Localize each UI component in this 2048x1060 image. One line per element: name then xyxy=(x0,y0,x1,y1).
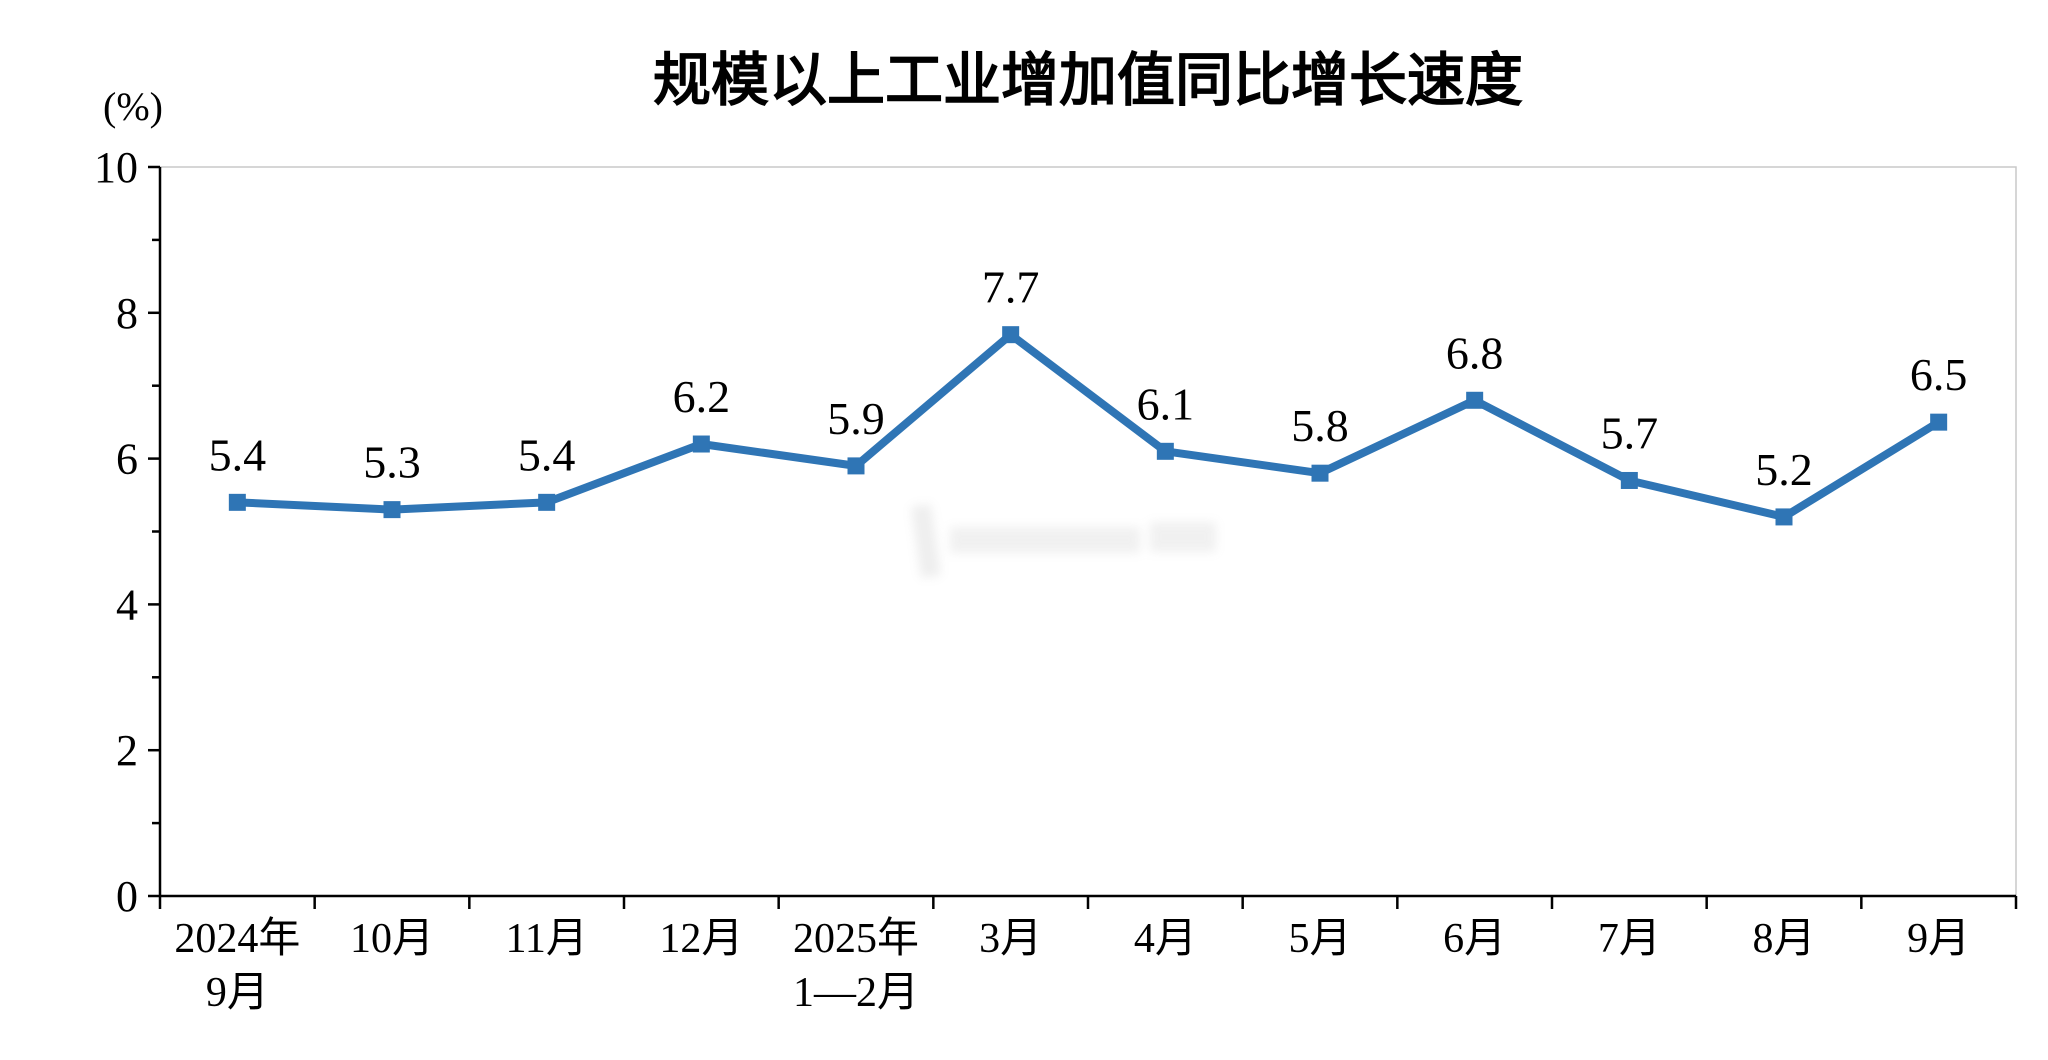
x-tick-label: 10月 xyxy=(350,916,434,962)
chart-title: 规模以上工业增加值同比增长速度 xyxy=(653,48,1523,113)
y-tick-label: 4 xyxy=(116,580,138,629)
data-point-label: 6.2 xyxy=(673,371,731,422)
data-point-label: 6.1 xyxy=(1137,378,1195,429)
data-point-marker xyxy=(1311,464,1329,482)
data-point-marker xyxy=(538,493,556,511)
y-tick-label: 0 xyxy=(116,872,138,921)
data-point-marker xyxy=(1620,471,1638,489)
data-point-label: 5.4 xyxy=(518,429,576,480)
x-tick-label: 7月 xyxy=(1598,916,1661,962)
x-tick-label: 2024年 xyxy=(174,915,300,962)
data-point-label: 5.8 xyxy=(1291,400,1349,451)
data-point-marker xyxy=(1775,508,1793,526)
x-tick-label-line2: 1—2月 xyxy=(793,970,919,1016)
data-point-label: 5.2 xyxy=(1755,444,1813,495)
x-tick-label: 4月 xyxy=(1134,916,1197,962)
y-tick-label: 2 xyxy=(116,726,138,775)
data-point-marker xyxy=(847,457,865,475)
x-tick-label: 8月 xyxy=(1752,916,1815,962)
data-point-marker xyxy=(383,501,401,519)
data-point-label: 5.7 xyxy=(1601,407,1659,458)
watermark xyxy=(911,503,1216,579)
x-tick-label: 5月 xyxy=(1288,916,1351,962)
x-tick-label: 2025年 xyxy=(793,915,919,962)
x-tick-label: 11月 xyxy=(505,916,587,962)
x-tick-label: 9月 xyxy=(1907,916,1970,962)
data-line xyxy=(233,330,1943,521)
data-point-marker xyxy=(228,493,246,511)
y-axis-unit-label: (%) xyxy=(103,84,163,129)
data-point-marker xyxy=(692,435,710,453)
data-point-marker xyxy=(1930,413,1948,431)
data-point-marker xyxy=(1002,326,1020,344)
x-tick-label: 6月 xyxy=(1443,916,1506,962)
data-point-label: 5.3 xyxy=(363,437,421,488)
data-point-marker xyxy=(1466,391,1484,409)
x-tick-label: 12月 xyxy=(659,916,743,962)
data-point-label: 7.7 xyxy=(982,262,1040,313)
data-point-label: 6.5 xyxy=(1910,349,1968,400)
data-point-label: 6.8 xyxy=(1446,327,1504,378)
plot-area: 0 2 4 6 8 10 2024年 9月 10月 11月 12月 2025年 1—2月 3月 4月 5月 6月… xyxy=(94,143,2018,1016)
data-point-label: 5.4 xyxy=(209,429,267,480)
data-point-label: 5.9 xyxy=(827,393,885,444)
x-tick-label-line2: 9月 xyxy=(206,970,269,1016)
y-tick-label: 10 xyxy=(94,143,138,192)
data-point-marker xyxy=(1156,442,1174,460)
y-tick-label: 8 xyxy=(116,289,138,338)
x-tick-label: 3月 xyxy=(979,916,1042,962)
y-tick-label: 6 xyxy=(116,435,138,484)
